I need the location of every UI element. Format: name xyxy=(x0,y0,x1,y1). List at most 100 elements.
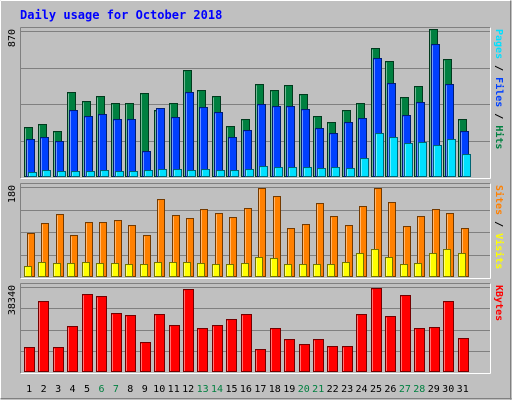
bar-kbytes-day-21 xyxy=(313,339,324,372)
bar-visits-day-20-outline xyxy=(299,264,307,277)
bar-files-day-30-fill xyxy=(445,84,454,177)
bar-visits-day-17-outline xyxy=(255,257,263,277)
bar-visits-day-13-fill xyxy=(197,263,205,277)
bar-pages-day-22-outline xyxy=(331,167,340,177)
legend-hits: Hits xyxy=(493,125,505,149)
bar-pages-day-28 xyxy=(418,142,427,177)
bar-sites-day-30-fill xyxy=(446,213,454,277)
bar-kbytes-day-5-outline xyxy=(82,294,93,372)
bar-pages-day-31 xyxy=(462,154,471,177)
bar-sites-day-8-fill xyxy=(128,225,136,277)
bar-pages-day-24 xyxy=(360,158,369,177)
bar-pages-day-15-outline xyxy=(230,170,239,177)
bar-kbytes-day-8-fill xyxy=(125,315,136,372)
bar-visits-day-30-outline xyxy=(443,249,451,277)
bar-pages-day-26 xyxy=(389,137,398,177)
x-tick-label-day-12: 12 xyxy=(182,384,194,395)
panel-pages-legend-separator: / xyxy=(493,59,504,77)
bar-kbytes-day-16-fill xyxy=(241,314,252,372)
legend-pages: Pages xyxy=(493,29,504,59)
bar-pages-day-3-fill xyxy=(57,171,66,177)
bar-pages-day-14-outline xyxy=(216,170,225,177)
panel-sites-bars xyxy=(24,188,469,277)
bar-visits-day-8 xyxy=(125,264,133,277)
bar-files-day-29-fill xyxy=(431,44,440,177)
bar-files-day-9-fill xyxy=(142,151,151,177)
bar-pages-day-31-outline xyxy=(462,154,471,177)
bar-files-day-10 xyxy=(156,108,165,177)
bar-visits-day-19-fill xyxy=(284,264,292,277)
bar-kbytes-day-10-outline xyxy=(154,314,165,372)
bar-kbytes-day-28-outline xyxy=(414,328,425,372)
bar-visits-day-16-fill xyxy=(241,263,249,277)
bar-kbytes-day-2-fill xyxy=(38,301,49,372)
bar-pages-day-22 xyxy=(331,167,340,177)
bar-kbytes-day-25 xyxy=(371,288,382,372)
panel-sites: 180 Sites / Visits xyxy=(7,183,505,279)
bar-pages-day-22-fill xyxy=(331,167,340,177)
panel-pages-legend: Pages / Files / Hits xyxy=(493,29,505,149)
bar-visits-day-25-fill xyxy=(371,249,379,277)
bar-kbytes-day-5 xyxy=(82,294,93,372)
bar-pages-day-13 xyxy=(201,169,210,177)
bar-sites-day-18-fill xyxy=(273,196,281,277)
bar-pages-day-18-fill xyxy=(274,167,283,177)
bar-visits-day-21-outline xyxy=(313,264,321,277)
bar-visits-day-14 xyxy=(212,264,220,277)
bar-visits-day-3-fill xyxy=(53,263,61,277)
bar-pages-day-11-fill xyxy=(173,169,182,177)
x-tick-label-day-3: 3 xyxy=(55,384,61,395)
bar-files-day-11 xyxy=(171,117,180,177)
bar-pages-day-12-outline xyxy=(187,170,196,177)
bar-pages-day-9-fill xyxy=(144,170,153,177)
bar-kbytes-day-18-outline xyxy=(270,328,281,372)
bar-visits-day-13-outline xyxy=(197,263,205,277)
bar-pages-day-11-outline xyxy=(173,169,182,177)
bar-pages-day-1-fill xyxy=(28,172,37,177)
bar-visits-day-4-outline xyxy=(67,263,75,277)
bar-pages-day-17-fill xyxy=(259,166,268,177)
bar-kbytes-day-21-fill xyxy=(313,339,324,372)
bar-files-day-12 xyxy=(185,92,194,177)
bar-pages-day-16 xyxy=(245,169,254,177)
panel-sites-legend-separator: / xyxy=(493,215,504,233)
bar-kbytes-day-16-outline xyxy=(241,314,252,372)
bar-pages-day-6 xyxy=(100,170,109,177)
bar-visits-day-25 xyxy=(371,249,379,277)
legend-files: Files xyxy=(493,77,505,107)
bar-kbytes-day-6-outline xyxy=(96,296,107,372)
bar-pages-day-3-outline xyxy=(57,171,66,177)
bar-visits-day-10-fill xyxy=(154,262,162,277)
bar-kbytes-day-2-outline xyxy=(38,301,49,372)
bar-visits-day-6-fill xyxy=(96,263,104,277)
bar-kbytes-day-9-outline xyxy=(140,342,151,372)
bar-kbytes-day-11-outline xyxy=(169,325,180,372)
bar-kbytes-day-7-fill xyxy=(111,313,122,372)
panel-kbytes: 38340 KBytes xyxy=(7,283,504,374)
bar-kbytes-day-16 xyxy=(241,314,252,372)
panel-kbytes-legend: KBytes xyxy=(493,285,504,321)
bar-files-day-19-fill xyxy=(286,106,295,177)
bar-kbytes-day-6-fill xyxy=(96,296,107,372)
bar-pages-day-7-outline xyxy=(115,171,124,177)
bar-visits-day-17-fill xyxy=(255,257,263,277)
bar-sites-day-10-fill xyxy=(157,199,165,277)
bar-kbytes-day-7-outline xyxy=(111,313,122,372)
bar-files-day-14-fill xyxy=(214,112,223,177)
bar-files-day-19 xyxy=(286,106,295,177)
bar-files-day-20 xyxy=(301,109,310,177)
bar-files-day-18-fill xyxy=(272,106,281,177)
x-tick-label-day-2: 2 xyxy=(41,384,47,395)
bar-pages-day-5 xyxy=(86,171,95,177)
bar-pages-day-1 xyxy=(28,172,37,177)
bar-kbytes-day-3-outline xyxy=(53,347,64,372)
bar-visits-day-9-fill xyxy=(140,264,148,277)
x-tick-label-day-21: 21 xyxy=(312,384,324,395)
bar-kbytes-day-28 xyxy=(414,328,425,372)
bar-pages-day-28-fill xyxy=(418,142,427,177)
bar-visits-day-28-outline xyxy=(414,263,422,277)
bar-kbytes-day-13-outline xyxy=(197,328,208,372)
bar-visits-day-26-fill xyxy=(385,257,393,277)
bar-hits-day-9-fill xyxy=(140,93,149,177)
bar-sites-day-15-fill xyxy=(229,217,237,277)
